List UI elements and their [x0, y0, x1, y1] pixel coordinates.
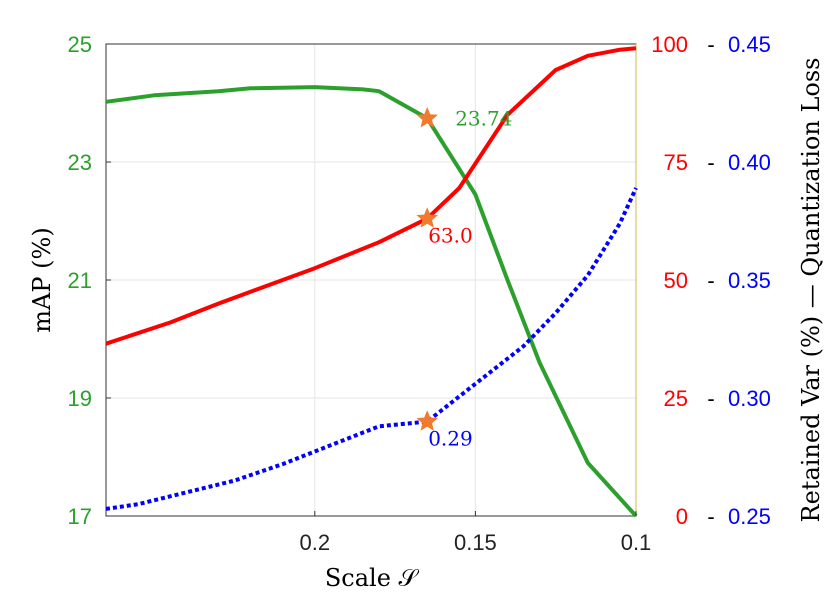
series-line-retained-var [105, 46, 637, 346]
star-marker-retained-var [416, 207, 438, 228]
x-tick-label: 0.2 [299, 530, 330, 555]
y-right-loss-tick-label: 0.40 [728, 150, 771, 175]
y-right-tick-separator: - [707, 386, 714, 411]
grid-lines [106, 43, 637, 517]
series-line-quantization-loss [105, 187, 638, 511]
x-tick-label: 0.1 [621, 530, 652, 555]
y-right-var-tick-label: 75 [664, 150, 688, 175]
star-marker-quantization-loss [416, 410, 438, 431]
y-left-tick-label: 25 [68, 32, 92, 57]
series-line-map [105, 85, 638, 518]
annotation-label-retained-var: 63.0 [428, 224, 473, 248]
y-right-loss-tick-label: 0.45 [728, 32, 771, 57]
y-left-tick-label: 21 [68, 268, 92, 293]
tick-labels: 0.2 0.15 0.117192123250-0.2525-0.3050-0.35… [68, 32, 771, 555]
series-layer [105, 46, 638, 518]
y-right-loss-tick-label: 0.30 [728, 386, 771, 411]
y-right-var-tick-label: 100 [651, 32, 688, 57]
x-tick-label: 0.15 [454, 530, 497, 555]
y-right-loss-tick-label: 0.35 [728, 268, 771, 293]
annotation-label-map: 23.74 [455, 106, 512, 130]
y-right-var-tick-label: 25 [664, 386, 688, 411]
x-axis-title: Scale 𝒮 [325, 564, 420, 592]
y-axis-left-title: mAP (%) [28, 227, 56, 332]
annotation-label-quantization-loss: 0.29 [428, 427, 473, 451]
y-right-tick-separator: - [707, 150, 714, 175]
star-marker-map [416, 106, 438, 128]
y-left-tick-label: 19 [68, 386, 92, 411]
y-right-tick-separator: - [707, 32, 714, 57]
y-right-tick-separator: - [707, 504, 714, 529]
y-right-loss-tick-label: 0.25 [728, 504, 771, 529]
markers-layer: 23.74 63.0 0.29 [416, 106, 512, 451]
y-right-var-tick-label: 50 [664, 268, 688, 293]
y-axis-right-title: Retained Var (%) — Quantization Loss [797, 58, 825, 523]
y-left-tick-label: 23 [68, 150, 92, 175]
y-right-tick-separator: - [707, 268, 714, 293]
y-left-tick-label: 17 [68, 504, 92, 529]
y-right-var-tick-label: 0 [676, 504, 688, 529]
